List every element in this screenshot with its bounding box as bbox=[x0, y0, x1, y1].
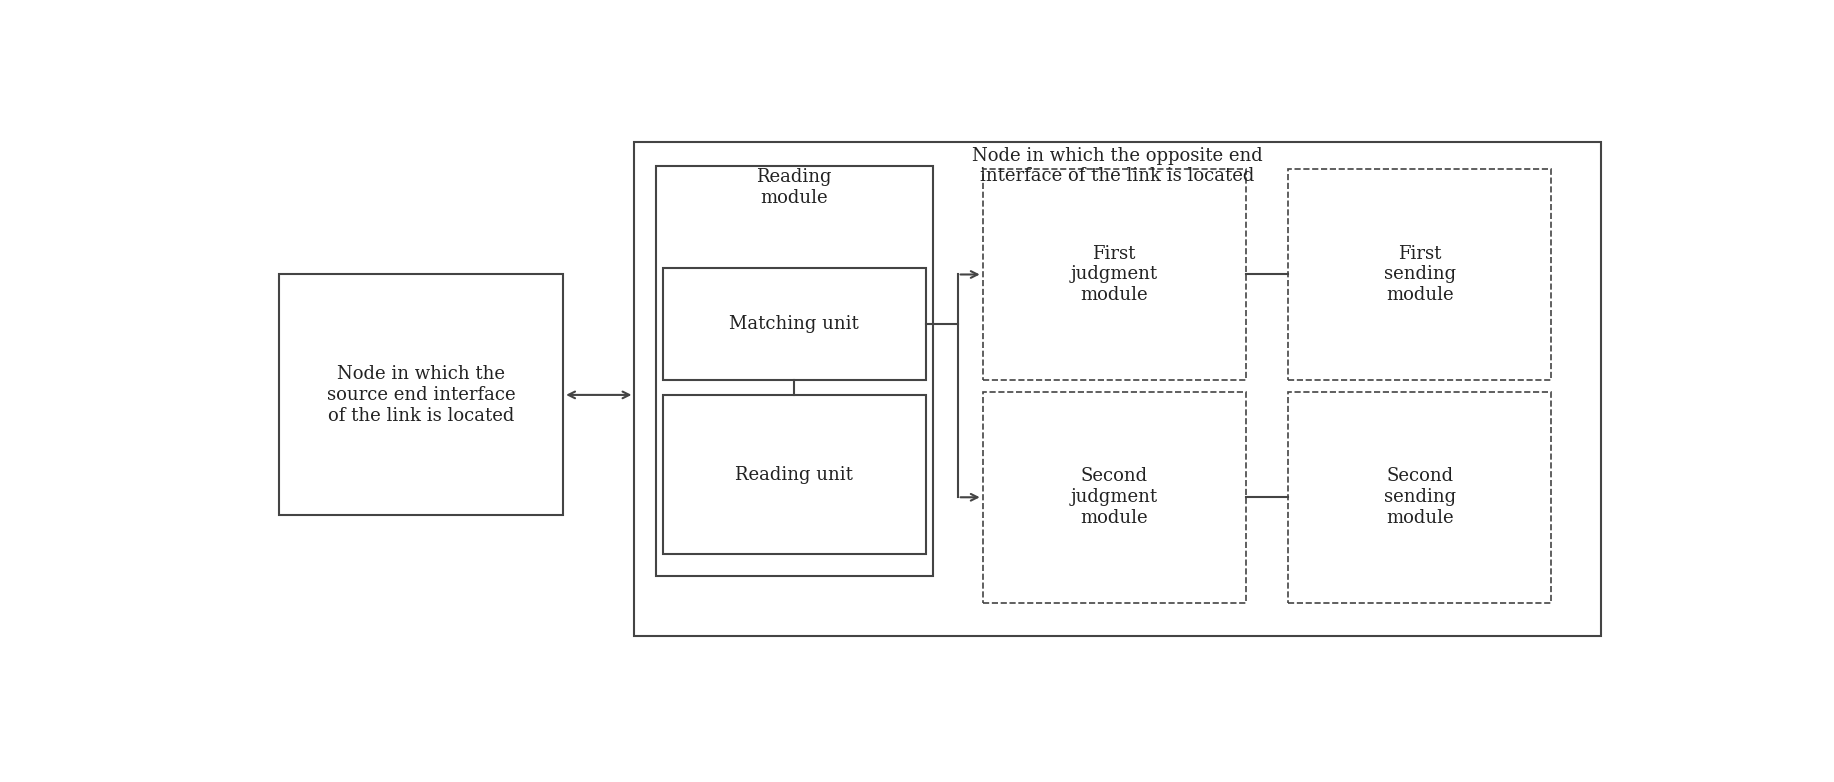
Text: First
judgment
module: First judgment module bbox=[1071, 245, 1157, 304]
Text: Node in which the
source end interface
of the link is located: Node in which the source end interface o… bbox=[326, 365, 515, 425]
Text: Reading
module: Reading module bbox=[756, 168, 833, 206]
Bar bbox=[1287, 169, 1552, 380]
Bar bbox=[662, 268, 926, 380]
Text: Node in which the opposite end
interface of the link is located: Node in which the opposite end interface… bbox=[972, 147, 1264, 185]
Bar bbox=[983, 392, 1245, 603]
Text: Matching unit: Matching unit bbox=[730, 315, 858, 333]
Text: Second
judgment
module: Second judgment module bbox=[1071, 468, 1157, 527]
Bar bbox=[983, 169, 1245, 380]
Text: First
sending
module: First sending module bbox=[1383, 245, 1456, 304]
Bar bbox=[1287, 392, 1552, 603]
Bar bbox=[635, 142, 1601, 636]
Text: Reading unit: Reading unit bbox=[735, 466, 853, 484]
Bar bbox=[279, 274, 563, 515]
Text: Second
sending
module: Second sending module bbox=[1383, 468, 1456, 527]
Bar bbox=[657, 166, 934, 576]
Bar bbox=[662, 395, 926, 554]
